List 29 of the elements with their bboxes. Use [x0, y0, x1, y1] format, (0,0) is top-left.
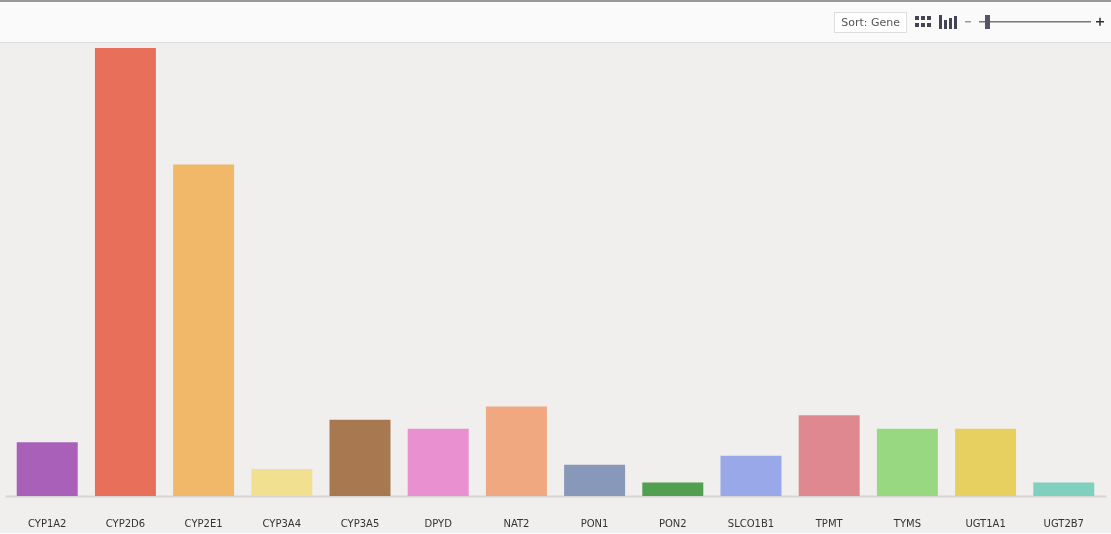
- x-tick-label: UGT2B7: [1043, 517, 1084, 529]
- x-tick-label: TPMT: [814, 517, 844, 529]
- x-tick-label: CYP3A5: [340, 517, 380, 529]
- bar: [16, 442, 78, 496]
- x-tick-label: CYP2D6: [105, 517, 146, 529]
- x-tick-label: SLCO1B1: [727, 517, 775, 529]
- bar: [955, 428, 1017, 496]
- x-tick-label: CYP2E1: [184, 517, 223, 529]
- x-tick-label: CYP1A2: [27, 517, 67, 529]
- bar: [564, 464, 626, 496]
- bar: [329, 419, 391, 496]
- x-tick-label: PON2: [658, 517, 687, 529]
- bar: [485, 406, 547, 496]
- bar: [720, 455, 782, 496]
- bar: [642, 482, 704, 496]
- bar: [876, 428, 938, 496]
- bar: [407, 428, 469, 496]
- bar: [251, 469, 313, 496]
- x-tick-label: TYMS: [892, 517, 921, 529]
- x-tick-label: UGT1A1: [965, 517, 1006, 529]
- x-tick-label: DPYD: [424, 517, 453, 529]
- bar: [798, 415, 860, 496]
- bar: [173, 164, 235, 496]
- bar: [94, 48, 156, 496]
- x-tick-label: NAT2: [503, 517, 530, 529]
- bar: [1033, 482, 1095, 496]
- x-tick-label: CYP3A4: [262, 517, 302, 529]
- text: Sort: Gene: [834, 11, 907, 33]
- x-tick-label: PON1: [580, 517, 609, 529]
